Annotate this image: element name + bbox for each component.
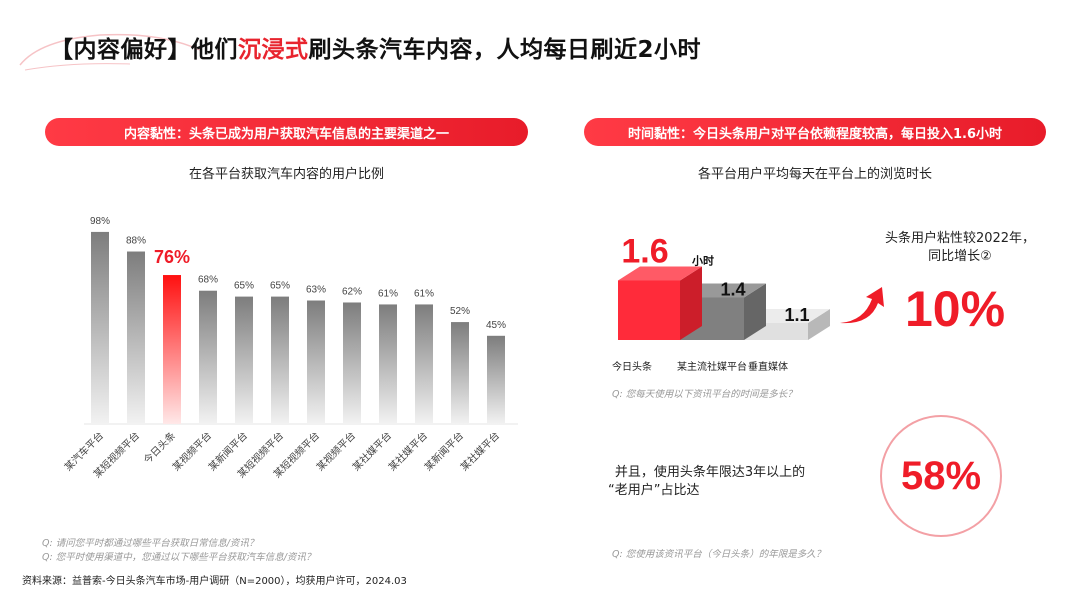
- data-label-5: 65%: [270, 281, 290, 292]
- data-label-2: 1.1: [784, 305, 809, 325]
- bar-2: [163, 275, 181, 424]
- data-label-7: 62%: [342, 286, 362, 297]
- bar-9: [415, 304, 433, 424]
- question-3: Q: 您每天使用以下资讯平台的时间是多长？: [612, 389, 797, 400]
- category-label-2: 垂直媒体: [748, 360, 788, 373]
- data-label-1: 1.4: [720, 280, 745, 300]
- bar-3: [199, 290, 217, 424]
- question-1: Q: 请问您平时都通过哪些平台获取日常信息/资讯？: [42, 538, 259, 549]
- data-label-6: 63%: [306, 285, 326, 296]
- data-label-1: 88%: [126, 236, 146, 247]
- bar-10: [451, 322, 469, 424]
- data-label-0: 1.6: [621, 233, 668, 271]
- right-section-banner: 时间黏性：今日头条用户对平台依赖程度较高，每日投入1.6小时: [584, 118, 1046, 146]
- page-title: 【内容偏好】他们沉浸式刷头条汽车内容，人均每日刷近2小时: [50, 37, 702, 63]
- bar-6: [307, 300, 325, 424]
- bar-top-0: [618, 266, 702, 281]
- data-label-0: 98%: [90, 216, 110, 227]
- bar-4: [235, 296, 253, 424]
- growth-value: 10%: [905, 281, 1006, 337]
- left-section-banner: 内容黏性：头条已成为用户获取汽车信息的主要渠道之一: [45, 118, 528, 146]
- right-chart-title: 各平台用户平均每天在平台上的浏览时长: [697, 167, 932, 182]
- growth-text-2: 同比增长②: [928, 249, 992, 264]
- up-arrow-icon: [840, 287, 884, 324]
- bar-0: [91, 231, 109, 424]
- bar-7: [343, 302, 361, 424]
- category-label-1: 某主流社媒平台: [677, 360, 747, 373]
- data-label-2: 76%: [154, 247, 190, 267]
- old-user-value: 58%: [900, 453, 982, 498]
- bar-side-2: [808, 309, 830, 340]
- car-outline-decoration: [19, 33, 201, 71]
- data-label-4: 65%: [234, 281, 254, 292]
- growth-text-1: 头条用户粘性较2022年，: [884, 231, 1036, 246]
- old-user-text-2: “老用户”占比达: [608, 483, 700, 498]
- bar-11: [487, 335, 505, 424]
- data-label-3: 68%: [198, 275, 218, 286]
- question-2: Q: 您平时使用渠道中，您通过以下哪些平台获取汽车信息/资讯？: [42, 552, 316, 563]
- bar-8: [379, 304, 397, 424]
- browse-time-3d-bar-chart: 1.1 垂直媒体 1.4 某主流社媒平台 1.6 今日头条 小时: [612, 233, 830, 373]
- category-label-11: 某社媒平台: [458, 429, 503, 474]
- bar-1: [127, 251, 145, 424]
- old-user-text-1: 并且，使用头条年限达3年以上的: [614, 465, 806, 480]
- bar-5: [271, 296, 289, 424]
- old-user-circle: 58%: [880, 415, 1002, 537]
- source-note: 资料来源：益普索-今日头条汽车市场-用户调研（N=2000），均获用户许可，20…: [22, 576, 407, 587]
- data-label-8: 61%: [378, 288, 398, 299]
- data-label-11: 45%: [486, 320, 506, 331]
- question-4: Q: 您使用该资讯平台（今日头条）的年限是多久？: [612, 549, 826, 560]
- bar-side-0: [680, 266, 702, 340]
- bar-0: [618, 280, 680, 340]
- category-label-2: 今日头条: [141, 429, 178, 466]
- data-label-10: 52%: [450, 306, 470, 317]
- unit-label: 小时: [691, 254, 714, 268]
- data-label-9: 61%: [414, 288, 434, 299]
- bar-side-1: [744, 283, 766, 340]
- category-label-0: 今日头条: [612, 360, 652, 373]
- left-chart-title: 在各平台获取汽车内容的用户比例: [188, 167, 384, 182]
- platform-ratio-bar-chart: 98%某汽车平台88%某短视频平台76%今日头条68%某视频平台65%某新闻平台…: [62, 216, 518, 481]
